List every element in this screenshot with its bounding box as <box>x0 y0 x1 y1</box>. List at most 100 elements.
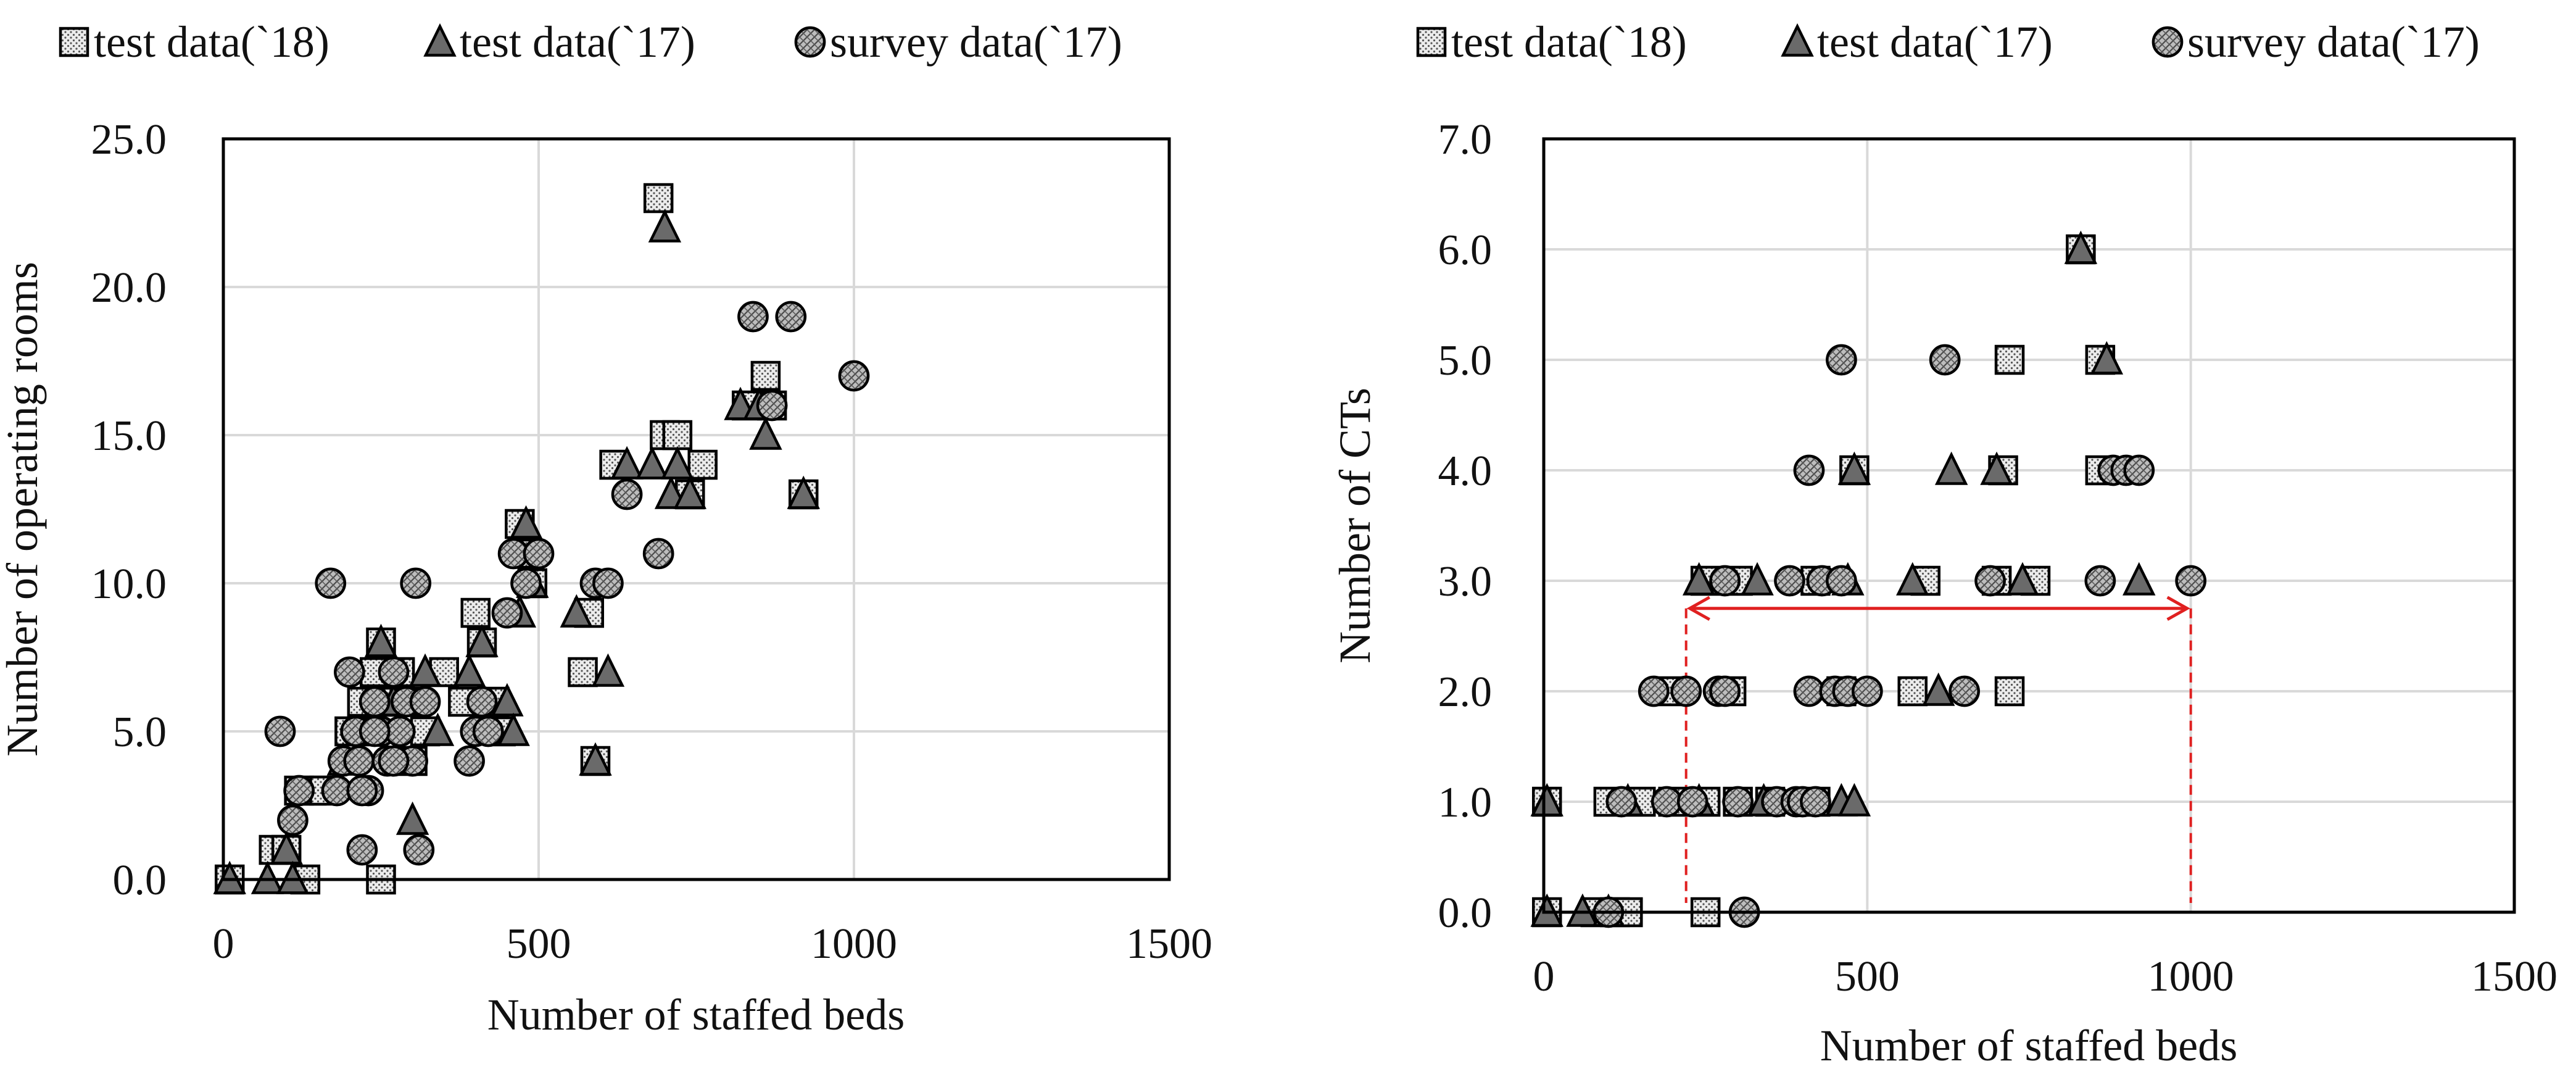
data-point-circle <box>523 538 555 570</box>
legend: test data(`18) test data(`17) survey data(… <box>1416 17 2480 67</box>
data-point-triangle <box>591 653 625 687</box>
data-point-triangle <box>452 653 486 687</box>
x-tick-label: 500 <box>1835 953 1900 1000</box>
data-point-triangle <box>560 594 594 628</box>
data-point-triangle <box>610 446 644 480</box>
data-point-square <box>1897 676 1928 707</box>
data-point-square <box>568 657 598 688</box>
data-point-circle <box>611 478 643 510</box>
y-tick-label: 0.0 <box>113 857 167 904</box>
data-point-square <box>662 420 693 451</box>
data-point-circle <box>400 567 432 599</box>
data-point-triangle <box>364 623 398 657</box>
data-point-triangle <box>661 446 694 480</box>
legend-label: test data(`17) <box>460 17 695 67</box>
data-point-triangle <box>1921 672 1955 706</box>
y-tick-label: 0.0 <box>1438 889 1493 937</box>
x-axis-label: Number of staffed beds <box>1820 1021 2237 1070</box>
series-circle <box>1592 344 2207 928</box>
data-point-triangle <box>1980 451 2013 485</box>
data-point-circle <box>334 656 365 688</box>
legend-label: survey data(`17) <box>2187 17 2480 67</box>
y-tick-label: 5.0 <box>113 709 167 756</box>
data-point-circle <box>1709 675 1741 707</box>
data-point-circle <box>1670 675 1702 707</box>
y-tick-label: 20.0 <box>91 264 167 312</box>
data-point-circle <box>1826 565 1857 597</box>
range-arrowhead-right <box>2166 596 2190 621</box>
y-tick-label: 3.0 <box>1438 558 1493 605</box>
data-point-triangle <box>787 475 820 509</box>
data-point-triangle <box>1741 562 1774 596</box>
data-point-circle <box>472 715 504 747</box>
data-point-triangle <box>509 505 543 539</box>
data-point-circle <box>315 567 347 599</box>
data-point-triangle <box>636 446 669 480</box>
data-point-circle <box>358 715 391 747</box>
data-point-circle <box>2175 565 2207 597</box>
plot-area-border <box>222 137 1171 881</box>
data-point-triangle <box>1682 562 1716 596</box>
data-point-triangle <box>1896 562 1929 596</box>
data-point-circle <box>1605 786 1638 818</box>
legend-label: survey data(`17) <box>830 17 1122 67</box>
data-point-circle <box>1949 675 1980 707</box>
legend-marker-triangle <box>423 23 457 57</box>
data-point-circle <box>1722 786 1754 818</box>
data-point-circle <box>1793 454 1825 486</box>
series-circle <box>264 301 870 866</box>
data-point-square <box>460 597 491 628</box>
data-point-triangle <box>749 416 782 450</box>
data-point-circle <box>1851 675 1883 707</box>
data-point-circle <box>1774 565 1805 597</box>
data-point-square <box>1994 344 2025 375</box>
data-point-triangle <box>270 831 303 865</box>
legend-marker-circle <box>2151 26 2184 58</box>
data-point-circle <box>1793 675 1825 707</box>
data-point-square <box>687 449 718 480</box>
legend-marker-circle <box>794 26 826 58</box>
data-point-circle <box>2084 565 2116 597</box>
data-point-circle <box>346 775 378 807</box>
data-point-circle <box>277 804 309 836</box>
data-point-circle <box>264 715 296 747</box>
data-point-triangle <box>408 653 442 687</box>
data-point-circle <box>1800 786 1831 818</box>
data-point-triangle <box>396 801 429 835</box>
y-tick-label: 10.0 <box>91 560 167 608</box>
data-point-triangle <box>2064 230 2098 264</box>
range-arrowhead-left <box>1686 596 1710 621</box>
y-tick-label: 5.0 <box>1438 337 1493 385</box>
data-point-square <box>750 360 781 391</box>
x-tick-label: 0 <box>213 920 234 968</box>
data-point-circle <box>453 745 485 777</box>
data-point-triangle <box>465 623 499 657</box>
data-point-circle <box>775 301 807 333</box>
legend-label: test data(`18) <box>1451 17 1687 67</box>
data-point-triangle <box>1934 451 1968 485</box>
y-tick-label: 4.0 <box>1438 447 1493 495</box>
data-point-triangle <box>2090 341 2124 375</box>
y-tick-label: 6.0 <box>1438 227 1493 274</box>
plot-area-border <box>1542 137 2516 914</box>
data-point-circle <box>346 834 378 866</box>
data-point-circle <box>642 538 674 570</box>
y-axis-label: Number of operating rooms <box>0 262 47 757</box>
data-point-circle <box>838 360 870 392</box>
data-point-circle <box>510 567 542 599</box>
y-tick-label: 25.0 <box>91 116 167 164</box>
data-point-circle <box>358 686 391 718</box>
data-point-circle <box>403 834 435 866</box>
data-point-circle <box>592 567 624 599</box>
data-point-circle <box>1974 565 2006 597</box>
legend-marker-triangle <box>1781 23 1814 57</box>
data-point-triangle <box>579 742 612 776</box>
range-annotation <box>1684 596 2192 903</box>
data-point-triangle <box>421 712 455 746</box>
data-point-circle <box>1676 786 1708 818</box>
y-tick-label: 15.0 <box>91 412 167 460</box>
data-point-circle <box>491 597 523 629</box>
legend-label: test data(`18) <box>94 17 329 67</box>
data-point-triangle <box>1530 783 1563 817</box>
x-tick-label: 1000 <box>2148 953 2234 1000</box>
